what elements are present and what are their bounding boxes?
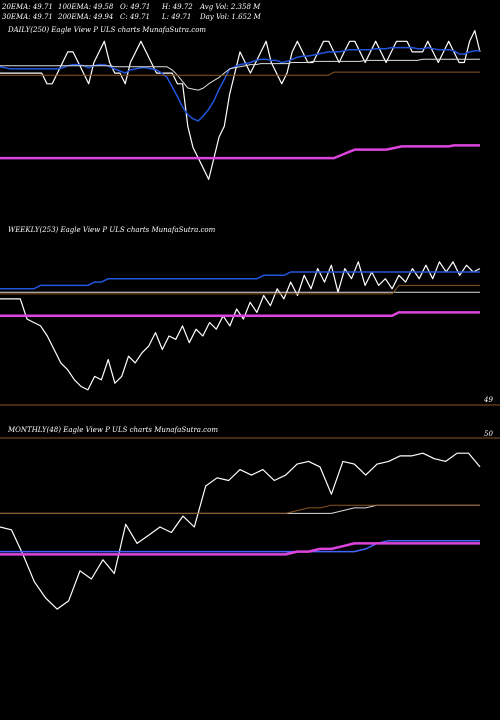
weekly-panel-title: WEEKLY(253) Eagle View P ULS charts Muna… (8, 226, 216, 234)
daily-ema-slow-line (0, 58, 480, 91)
monthly-ema-mid-line (0, 504, 480, 514)
header-ema100: 100EMA: 49.58 (58, 3, 114, 11)
header-day-vol: Day Vol: 1.652 M (200, 13, 261, 21)
weekly-ema-200-line (0, 311, 480, 318)
monthly-price-line (0, 452, 481, 610)
header-high: H: 49.72 (162, 3, 193, 11)
header-avg-vol: Avg Vol: 2.358 M (200, 3, 261, 11)
daily-ema-200-line (0, 144, 480, 160)
monthly-ema-200-line (0, 542, 480, 556)
weekly-y-tick-label: 49 (484, 396, 493, 404)
daily-panel-title: DAILY(250) Eagle View P ULS charts Munaf… (8, 26, 207, 34)
weekly-ema-mid-line (0, 284, 480, 295)
monthly-panel-title: MONTHLY(48) Eagle View P ULS charts Muna… (8, 426, 218, 434)
header-ema20: 20EMA: 49.71 (2, 3, 53, 11)
header-ema200: 200EMA: 49.94 (58, 13, 114, 21)
header-open: O: 49.71 (120, 3, 151, 11)
daily-ema-mid-line (0, 71, 480, 76)
header-ema30: 30EMA: 49.71 (2, 13, 53, 21)
header-low: L: 49.71 (162, 13, 192, 21)
monthly-y-tick-label: 50 (484, 430, 493, 438)
header-close: C: 49.71 (120, 13, 150, 21)
monthly-ema-fast-line (0, 539, 480, 553)
monthly-ema-slow-line (0, 504, 480, 514)
weekly-price-line (0, 261, 481, 391)
daily-ema-fast-line (0, 46, 480, 122)
weekly-ema-fast-line (0, 271, 480, 290)
